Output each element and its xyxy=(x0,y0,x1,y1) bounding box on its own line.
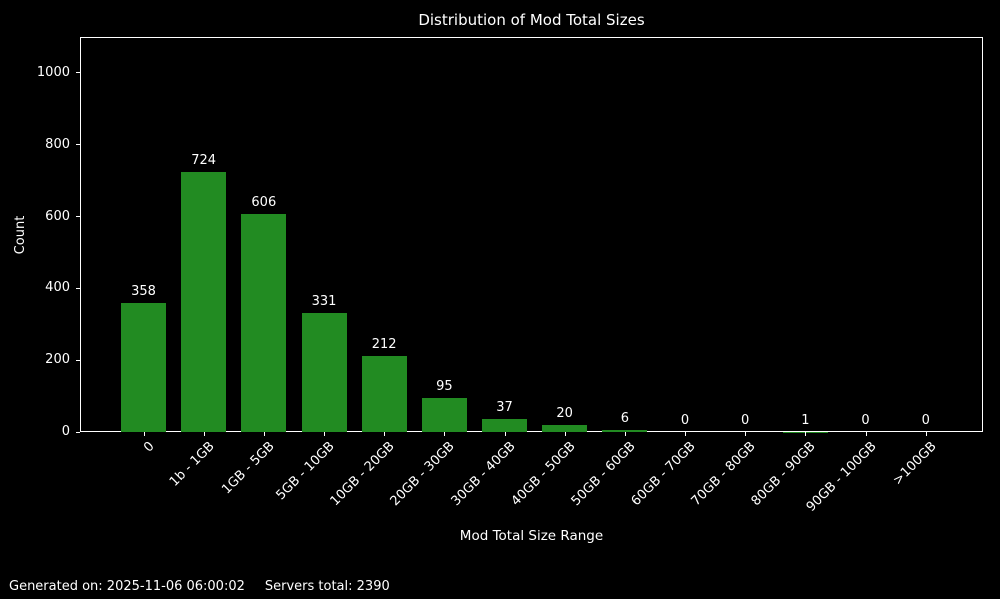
bar xyxy=(482,418,528,432)
generated-on-text: Generated on: 2025-11-06 06:00:02 xyxy=(9,579,245,594)
bar xyxy=(361,355,407,432)
x-tick-mark xyxy=(203,432,205,436)
bar-value-label: 0 xyxy=(680,413,690,428)
y-axis-label: Count xyxy=(13,215,28,255)
x-tick-mark xyxy=(745,432,747,436)
x-tick-mark xyxy=(263,432,265,436)
x-tick-mark xyxy=(865,432,867,436)
bar-value-label: 724 xyxy=(191,153,217,169)
y-tick-label: 1000 xyxy=(36,64,70,80)
bar-value-label: 0 xyxy=(741,413,750,428)
bar xyxy=(542,424,588,432)
y-tick-mark xyxy=(76,431,80,433)
y-tick-mark xyxy=(76,216,80,218)
bar xyxy=(181,172,227,432)
bar-value-label: 95 xyxy=(436,378,453,394)
x-tick-mark xyxy=(384,432,386,436)
y-tick-label: 0 xyxy=(61,424,70,439)
x-tick-mark xyxy=(805,432,807,436)
bar-value-label: 331 xyxy=(311,294,337,310)
y-tick-label: 400 xyxy=(45,280,70,296)
bar-value-label: 0 xyxy=(861,413,870,428)
footer: Generated on: 2025-11-06 06:00:02 Servers… xyxy=(9,579,390,594)
bar xyxy=(602,429,648,432)
bar xyxy=(121,303,166,432)
bar xyxy=(241,214,287,432)
y-tick-mark xyxy=(76,144,80,146)
bar-value-label: 606 xyxy=(251,195,277,211)
y-tick-mark xyxy=(76,72,80,74)
y-tick-label: 800 xyxy=(45,136,70,152)
x-tick-mark xyxy=(324,432,325,436)
plot-area xyxy=(80,37,983,432)
x-tick-mark xyxy=(504,432,506,436)
servers-total-text: Servers total: 2390 xyxy=(264,579,390,594)
bar-value-label: 358 xyxy=(131,284,156,300)
bar-value-label: 212 xyxy=(371,336,397,352)
chart-title: Distribution of Mod Total Sizes xyxy=(418,11,645,29)
x-tick-mark xyxy=(685,432,687,436)
bar-value-label: 20 xyxy=(556,405,573,421)
bar-value-label: 0 xyxy=(921,413,930,428)
x-tick-mark xyxy=(444,432,446,436)
bar xyxy=(421,397,467,432)
y-tick-label: 600 xyxy=(45,208,70,224)
bar xyxy=(301,313,347,432)
bar-value-label: 1 xyxy=(801,412,810,428)
x-tick-mark xyxy=(925,432,927,436)
y-tick-label: 200 xyxy=(45,352,70,368)
bar-value-label: 37 xyxy=(496,399,513,415)
y-tick-mark xyxy=(76,359,80,361)
x-axis-label: Mod Total Size Range xyxy=(459,528,604,544)
x-tick-mark xyxy=(624,432,626,436)
x-tick-mark xyxy=(143,432,145,436)
y-tick-mark xyxy=(76,287,80,289)
bar-value-label: 6 xyxy=(620,410,629,426)
x-tick-mark xyxy=(564,432,566,436)
